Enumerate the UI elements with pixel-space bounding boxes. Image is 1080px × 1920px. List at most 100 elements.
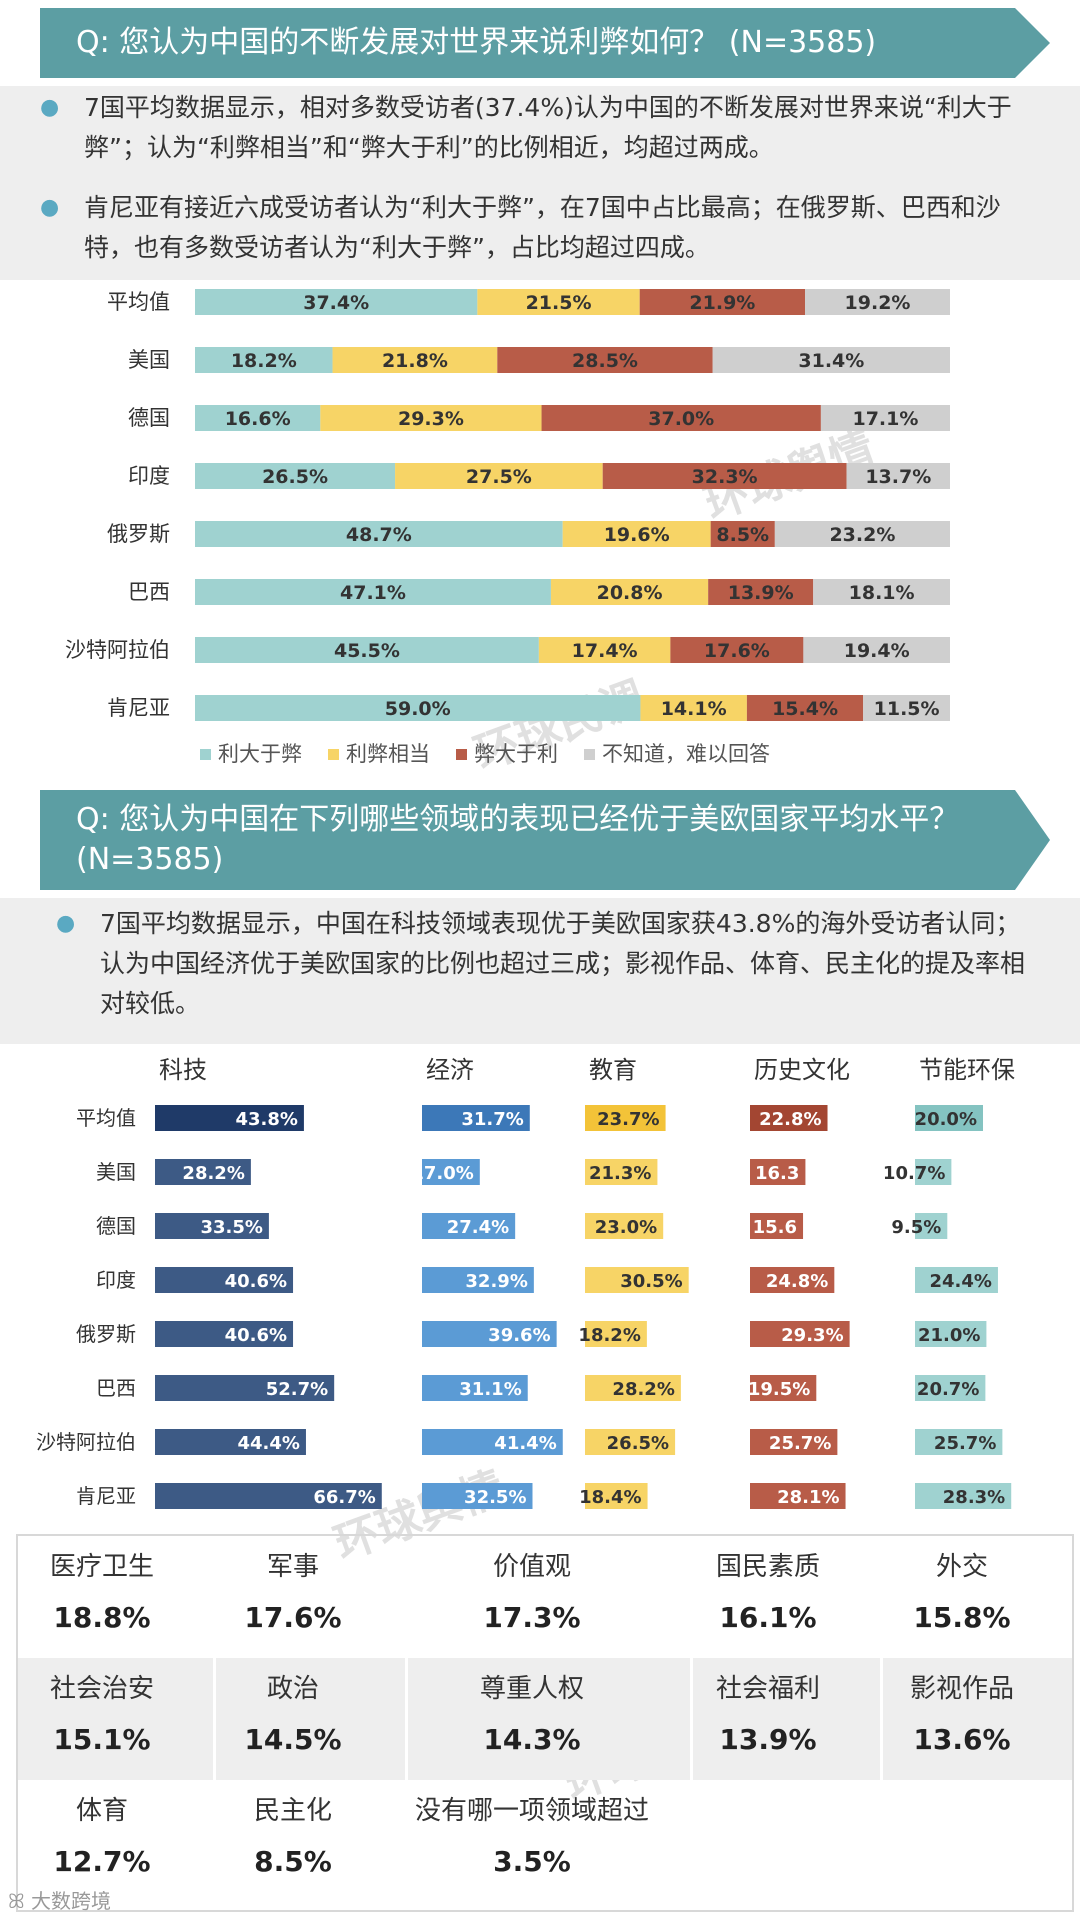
data-label: 9.5%: [891, 1217, 941, 1238]
bar-segment: [813, 579, 950, 605]
bar-segment: [774, 521, 950, 547]
bar: [585, 1429, 676, 1455]
data-label: 19.2%: [845, 292, 911, 314]
bar-segment: [538, 637, 671, 663]
bar: [155, 1375, 335, 1401]
data-label: 17.0%: [411, 1163, 473, 1184]
category-label: 俄罗斯: [107, 522, 170, 546]
domain-value: 8.5%: [254, 1845, 332, 1878]
banner-shape: [40, 790, 1050, 890]
bar: [155, 1483, 382, 1509]
data-label: 39.6%: [488, 1325, 550, 1346]
data-label: 10.7%: [883, 1163, 945, 1184]
bar: [155, 1105, 304, 1131]
category-label: 沙特阿拉伯: [65, 638, 170, 662]
bar: [915, 1321, 987, 1347]
legend-entry: 弊大于利: [474, 742, 558, 766]
bar-segment: [746, 695, 864, 721]
bar-segment: [195, 521, 563, 547]
data-label: 21.3%: [589, 1163, 651, 1184]
bar: [750, 1159, 806, 1185]
bar-segment: [863, 695, 950, 721]
bar-segment: [562, 521, 711, 547]
notes-panel-1: ● 7国平均数据显示，相对多数受访者(37.4%)认为中国的不断发展对世界来说“…: [0, 86, 1080, 280]
data-label: 31.7%: [461, 1109, 523, 1130]
bar: [915, 1213, 948, 1239]
category-label: 俄罗斯: [76, 1322, 136, 1346]
data-label: 13.9%: [728, 582, 794, 604]
data-label: 23.7%: [597, 1109, 659, 1130]
other-domains-table: 医疗卫生 18.8% 军事 17.6% 价值观 17.3% 国民素质 16.1% 外交 15.8%…: [16, 1534, 1074, 1912]
category-label: 平均值: [76, 1106, 136, 1130]
data-label: 43.8%: [235, 1109, 297, 1130]
category-label: 印度: [128, 464, 170, 488]
data-label: 19.4%: [844, 640, 910, 662]
data-label: 18.2%: [578, 1325, 640, 1346]
bar: [750, 1483, 846, 1509]
legend-swatch: [584, 749, 595, 760]
domain-value: 15.1%: [53, 1723, 151, 1756]
domain-value: 13.6%: [913, 1723, 1011, 1756]
note-text: 7国平均数据显示，中国在科技领域表现优于美欧国家获43.8%的海外受访者认同；认…: [100, 909, 1026, 1018]
data-label: 40.6%: [225, 1325, 287, 1346]
bar-segment: [195, 579, 551, 605]
bar: [585, 1267, 689, 1293]
data-label: 29.3%: [781, 1325, 843, 1346]
domain-cell: 外交 15.8%: [862, 1550, 1062, 1638]
domain-value: 16.1%: [719, 1601, 817, 1634]
data-label: 20.0%: [915, 1109, 977, 1130]
bar: [750, 1213, 804, 1239]
domain-cell: 尊重人权 14.3%: [432, 1672, 632, 1760]
bar-segment: [710, 521, 775, 547]
bar-segment: [195, 405, 321, 431]
data-label: 32.3%: [692, 466, 758, 488]
panel-title: 历史文化: [754, 1056, 850, 1084]
category-label: 印度: [96, 1268, 136, 1292]
data-label: 25.7%: [769, 1433, 831, 1454]
bar: [915, 1105, 983, 1131]
data-label: 37.4%: [303, 292, 369, 314]
bar-segment: [477, 289, 640, 315]
data-label: 16.6%: [225, 408, 291, 430]
bar-segment: [332, 347, 498, 373]
data-label: 14.1%: [661, 698, 727, 720]
data-label: 21.0%: [918, 1325, 980, 1346]
domain-cell: 影视作品 13.6%: [862, 1672, 1062, 1760]
data-label: 21.5%: [526, 292, 592, 314]
data-label: 37.0%: [648, 408, 714, 430]
note-item: ● 7国平均数据显示，中国在科技领域表现优于美欧国家获43.8%的海外受访者认同…: [56, 904, 1040, 1024]
bar: [155, 1267, 294, 1293]
bar: [155, 1321, 294, 1347]
domain-value: 13.9%: [719, 1723, 817, 1756]
bar-segment: [846, 463, 950, 489]
category-label: 德国: [96, 1214, 136, 1238]
data-label: 23.0%: [595, 1217, 657, 1238]
bar-segment: [640, 695, 747, 721]
data-label: 19.6%: [604, 524, 670, 546]
bar-segment: [541, 405, 821, 431]
data-label: 19.5%: [748, 1379, 810, 1400]
data-label: 40.6%: [225, 1271, 287, 1292]
row-background: [18, 1658, 1072, 1780]
bar-segment: [195, 289, 478, 315]
panel-title: 经济: [426, 1056, 474, 1084]
data-label: 18.2%: [231, 350, 297, 372]
bar-segment: [670, 637, 804, 663]
domain-cell: 军事 17.6%: [193, 1550, 393, 1638]
data-label: 52.7%: [266, 1379, 328, 1400]
data-label: 13.7%: [865, 466, 931, 488]
legend-swatch: [328, 749, 339, 760]
bar: [750, 1429, 838, 1455]
domain-label: 外交: [935, 1552, 988, 1582]
domain-label: 尊重人权: [479, 1674, 584, 1704]
bar: [750, 1267, 835, 1293]
data-label: 15.4%: [772, 698, 838, 720]
note-text: 7国平均数据显示，相对多数受访者(37.4%)认为中国的不断发展对世界来说“利大…: [84, 93, 1012, 162]
bar: [585, 1375, 681, 1401]
data-label: 25.7%: [934, 1433, 996, 1454]
note-text: 肯尼亚有接近六成受访者认为“利大于弊”，在7国中占比最高；在俄罗斯、巴西和沙特，…: [84, 193, 1001, 262]
domain-value: 18.8%: [53, 1601, 151, 1634]
data-label: 27.5%: [466, 466, 532, 488]
bar: [155, 1429, 306, 1455]
